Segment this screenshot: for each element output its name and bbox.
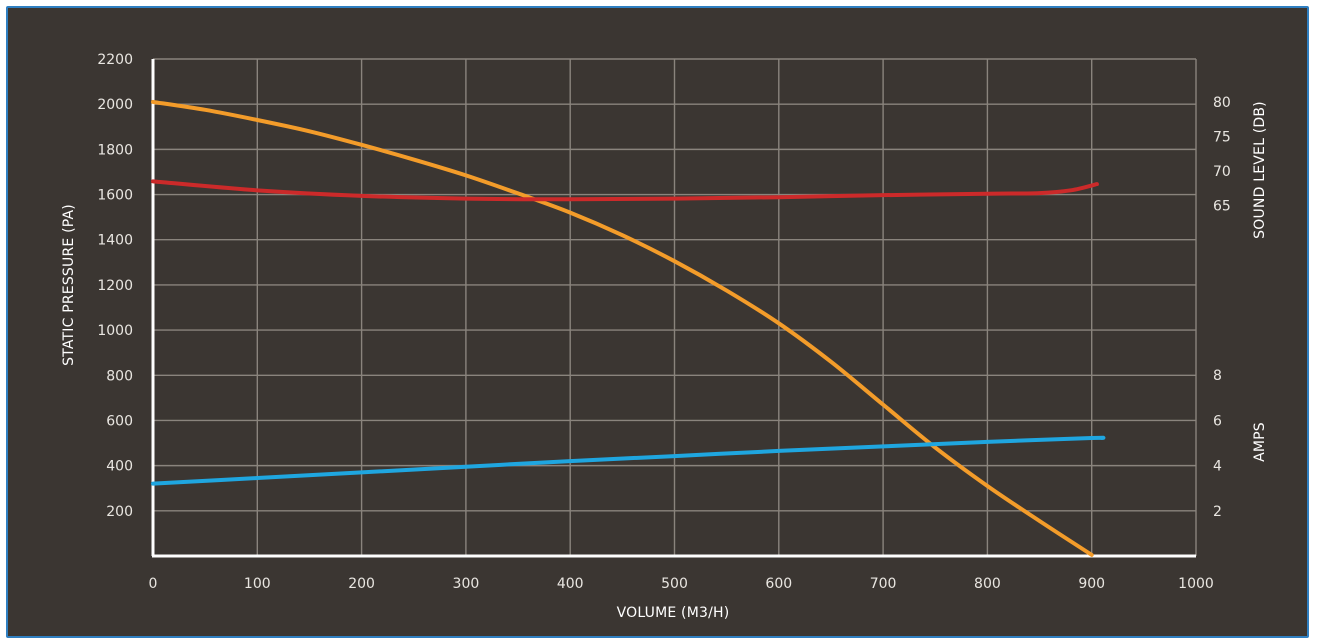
y-tick-label: 1000 — [97, 323, 133, 339]
y-tick-label: 1600 — [97, 188, 133, 204]
x-tick-labels: 0 100 200 300 400 500 600 700 800 900 1000 — [149, 576, 1214, 592]
x-tick-label: 600 — [765, 576, 792, 592]
sound-axis-title: SOUND LEVEL (DB) — [1252, 101, 1268, 239]
x-tick-label: 500 — [661, 576, 688, 592]
sound-tick-label: 75 — [1213, 130, 1231, 146]
sound-tick-label: 70 — [1213, 164, 1231, 180]
x-tick-label: 900 — [1078, 576, 1105, 592]
y-tick-label: 1200 — [97, 278, 133, 294]
y-tick-label: 200 — [106, 504, 133, 520]
x-tick-label: 800 — [974, 576, 1001, 592]
x-tick-label: 700 — [870, 576, 897, 592]
amps-axis-title: AMPS — [1252, 422, 1268, 462]
amps-tick-label: 6 — [1213, 413, 1222, 429]
sound-tick-label: 65 — [1213, 199, 1231, 215]
x-tick-label: 0 — [149, 576, 158, 592]
y-tick-label: 2000 — [97, 97, 133, 113]
x-tick-label: 200 — [348, 576, 375, 592]
x-tick-label: 300 — [453, 576, 480, 592]
y-tick-label: 400 — [106, 459, 133, 475]
x-tick-label: 100 — [244, 576, 271, 592]
y-tick-label: 800 — [106, 368, 133, 384]
amps-tick-label: 2 — [1213, 504, 1222, 520]
grid — [153, 58, 1197, 556]
y-tick-label: 600 — [106, 413, 133, 429]
amps-tick-labels: 8 6 4 2 — [1213, 368, 1222, 520]
y-tick-label: 1400 — [97, 233, 133, 249]
y-tick-labels: 200 400 600 800 1000 1200 1400 1600 1800 2000 2200 — [97, 52, 133, 520]
x-tick-label: 1000 — [1178, 576, 1214, 592]
pressure-curve — [151, 99, 1094, 557]
x-axis-title: VOLUME (M3/H) — [617, 605, 730, 621]
amps-curve — [151, 435, 1106, 486]
amps-tick-label: 8 — [1213, 368, 1222, 384]
y-axis-title: STATIC PRESSURE (PA) — [61, 204, 77, 366]
series-lines — [151, 99, 1106, 557]
amps-tick-label: 4 — [1213, 459, 1222, 475]
sound-tick-labels: 80 75 70 65 — [1213, 95, 1231, 215]
sound-tick-label: 80 — [1213, 95, 1231, 111]
x-tick-label: 400 — [557, 576, 584, 592]
axes — [151, 59, 1196, 558]
sound-level-curve — [151, 179, 1099, 202]
y-tick-label: 2200 — [97, 52, 133, 68]
y-tick-label: 1800 — [97, 142, 133, 158]
